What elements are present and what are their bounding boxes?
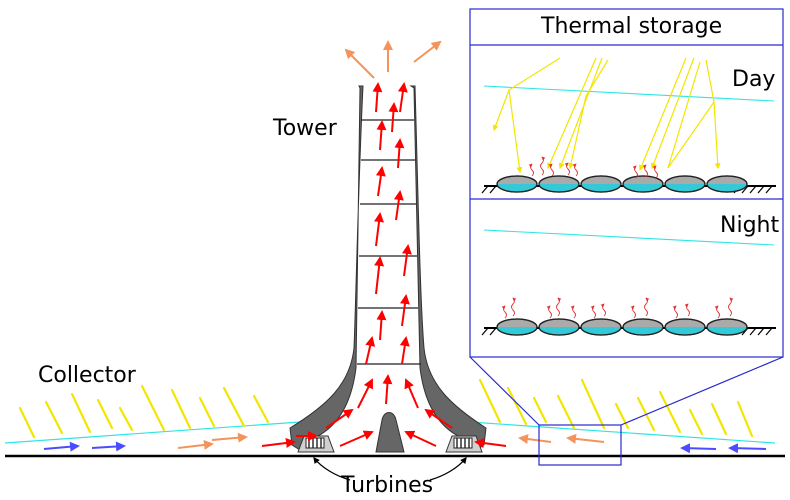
- cold-air-arrows: [43, 441, 767, 454]
- collector-label: Collector: [38, 363, 137, 388]
- day-label: Day: [732, 67, 775, 92]
- collector-roof-left: [4, 421, 301, 444]
- chimney-tower: [289, 85, 487, 453]
- water-tubes-night: [496, 318, 748, 336]
- water-tubes-day: [496, 175, 748, 193]
- collector-roof-right: [469, 421, 776, 444]
- zoom-callout: [469, 356, 784, 466]
- turbine-pointers: [313, 456, 467, 481]
- warm-air-arrows: [177, 40, 605, 450]
- tower-label: Tower: [272, 116, 338, 141]
- heat-squiggles-night: [501, 297, 734, 319]
- thermal-storage-inset: Thermal storage Day Night: [469, 8, 784, 358]
- day-panel: [481, 57, 776, 194]
- turbines-label: Turbines: [340, 473, 433, 498]
- hot-air-arrows: [261, 82, 507, 449]
- heat-squiggles-day: [528, 156, 658, 179]
- turbine-right: [445, 435, 483, 453]
- night-label: Night: [720, 213, 779, 238]
- thermal-storage-title: Thermal storage: [540, 14, 722, 39]
- turbine-left: [297, 435, 335, 453]
- night-panel: [481, 229, 776, 336]
